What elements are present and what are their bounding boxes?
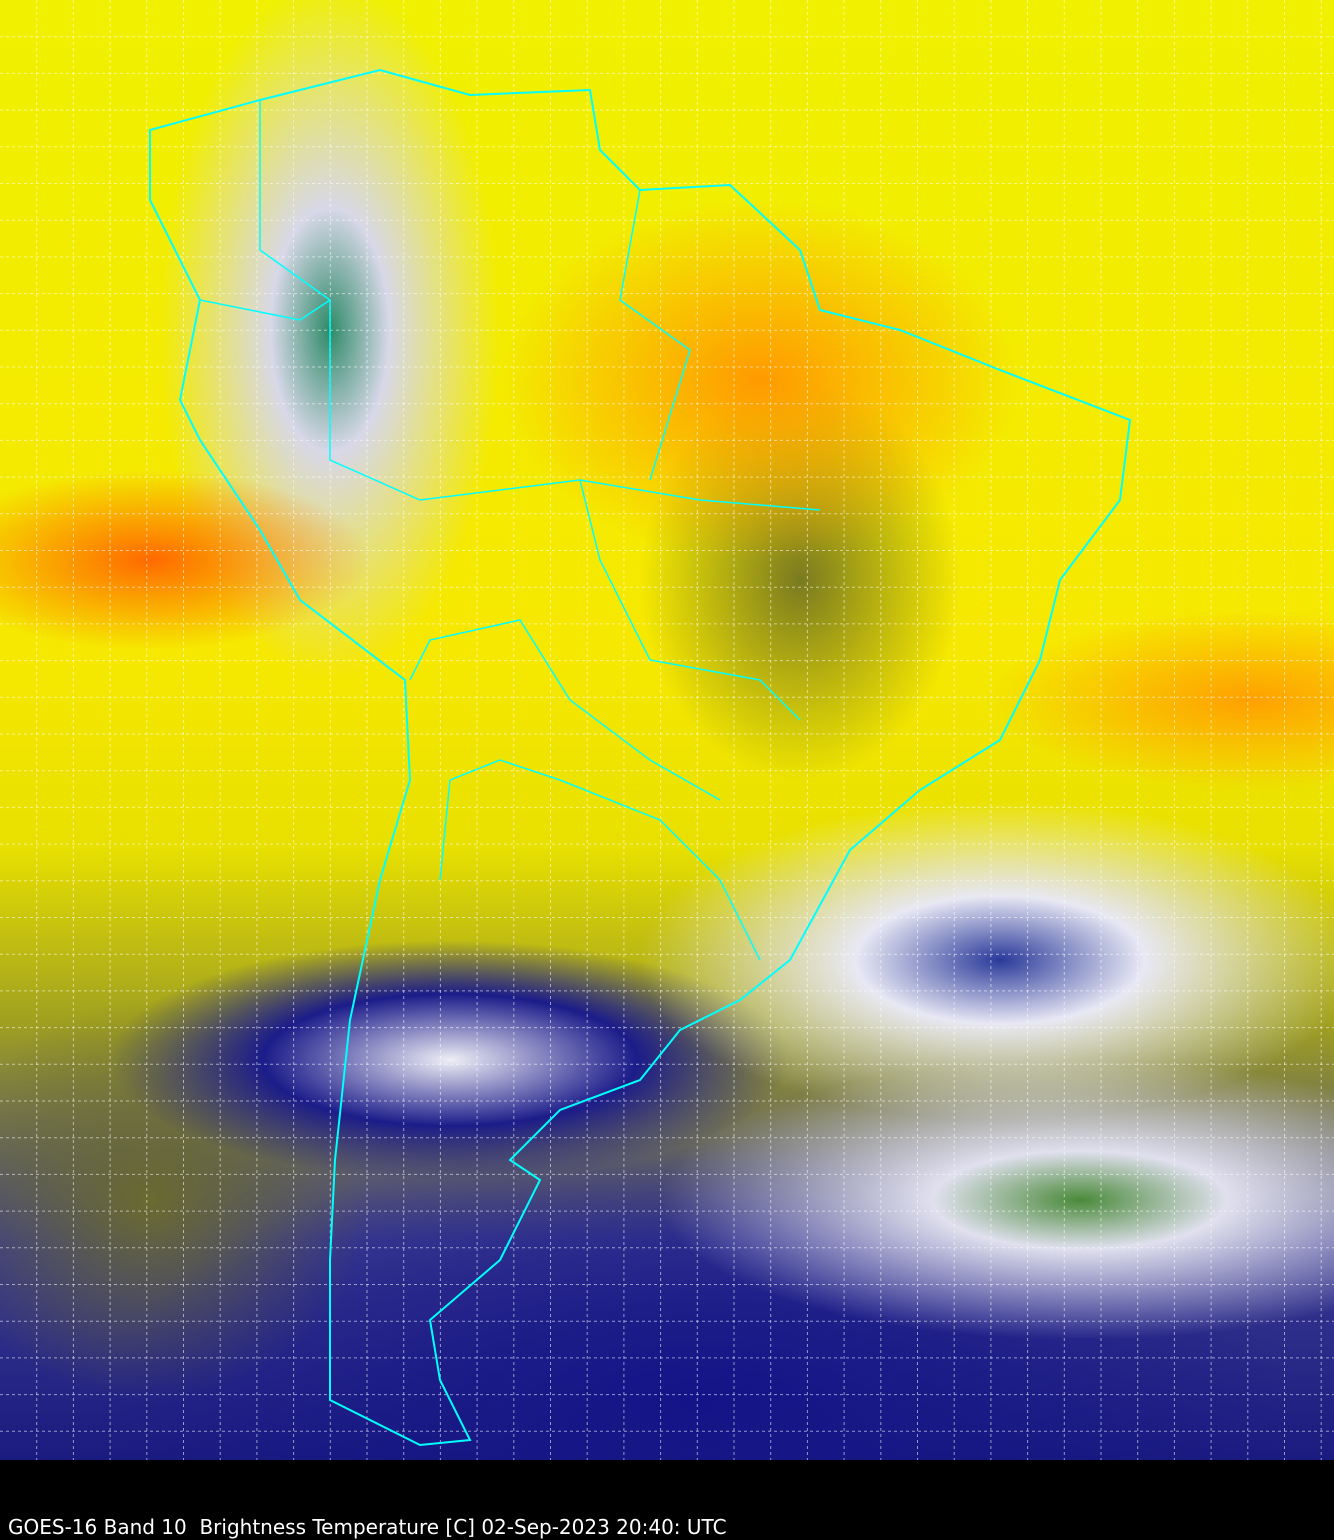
coastline-borders — [149, 68, 1132, 1447]
south-america-outline — [149, 68, 1132, 1447]
lat-lon-grid — [0, 0, 1334, 1460]
satellite-imagery — [0, 0, 1334, 1460]
country-borders — [199, 100, 821, 961]
image-caption: GOES-16 Band 10 Brightness Temperature [… — [8, 1515, 727, 1539]
